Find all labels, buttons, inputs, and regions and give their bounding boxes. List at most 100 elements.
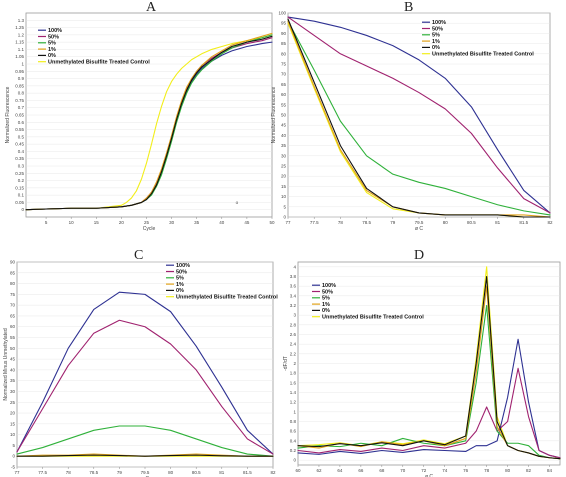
- y-tick-label: 35: [281, 143, 287, 148]
- panel-letter: A: [146, 0, 157, 15]
- x-tick-label: 79.5: [141, 470, 150, 475]
- x-tick-label: 30: [169, 220, 175, 225]
- y-tick-label: 95: [281, 21, 287, 26]
- y-tick-label: 70: [281, 72, 287, 77]
- x-tick-label: 82: [270, 470, 276, 475]
- y-tick-label: 15: [281, 184, 287, 189]
- y-tick-label: 45: [10, 357, 16, 362]
- x-tick-label: 5: [45, 220, 48, 225]
- x-tick-label: 81: [219, 470, 225, 475]
- x-tick-label: 80.5: [192, 470, 201, 475]
- y-tick-label: 0.45: [15, 142, 24, 147]
- legend-entry: 1%: [176, 282, 184, 288]
- y-axis-label: -dF/dT: [283, 356, 289, 371]
- y-tick-label: 0.7: [18, 105, 25, 110]
- y-tick-label: 0.8: [290, 419, 297, 424]
- x-tick-label: 40: [219, 220, 225, 225]
- series-line-1: [16, 291, 274, 455]
- y-tick-label: 0.75: [15, 98, 24, 103]
- y-tick-label: 60: [10, 324, 16, 329]
- y-tick-label: 0.9: [18, 76, 25, 81]
- annotation: o: [236, 200, 239, 205]
- x-tick-label: 10: [69, 220, 75, 225]
- x-tick-label: 20: [119, 220, 125, 225]
- y-tick-label: 3: [293, 313, 296, 318]
- legend-entry: 100%: [176, 263, 190, 269]
- x-tick-label: 78.5: [362, 220, 371, 225]
- series-line-1: [287, 16, 551, 214]
- x-tick-label: 80: [505, 468, 511, 473]
- y-tick-label: 1.8: [290, 371, 297, 376]
- y-tick-label: 0.2: [290, 448, 297, 453]
- y-tick-label: 2.8: [290, 322, 297, 327]
- y-tick-label: 85: [281, 41, 287, 46]
- legend-entry: 1%: [322, 302, 330, 308]
- y-tick-label: 90: [281, 31, 287, 36]
- x-tick-label: 78: [66, 470, 72, 475]
- x-tick-label: 79: [117, 470, 123, 475]
- y-tick-label: 45: [281, 123, 287, 128]
- y-tick-label: 1.05: [15, 54, 24, 59]
- y-tick-label: 80: [281, 51, 287, 56]
- legend-entry: 5%: [432, 33, 440, 39]
- x-tick-label: 70: [400, 468, 406, 473]
- x-tick-label: 78: [338, 220, 344, 225]
- y-tick-label: 1.15: [15, 40, 24, 45]
- y-tick-label: 100: [278, 11, 286, 16]
- x-tick-label: 82: [526, 468, 532, 473]
- y-tick-label: 1.25: [15, 25, 24, 30]
- y-axis-label: Normalized Minus Unmethylated: [3, 328, 9, 400]
- legend-entry: 50%: [176, 269, 187, 275]
- y-tick-label: 20: [281, 174, 287, 179]
- legend-entry: 0%: [176, 288, 184, 294]
- series-line-5: [16, 454, 274, 457]
- y-tick-label: 5: [283, 204, 286, 209]
- y-tick-label: 65: [281, 82, 287, 87]
- legend-entry: Unmethylated Bisulfite Treated Control: [48, 60, 150, 66]
- legend-entry: Unmethylated Bisulfite Treated Control: [176, 295, 278, 301]
- y-tick-label: 90: [10, 260, 16, 265]
- y-tick-label: 25: [281, 164, 287, 169]
- x-tick-label: 84: [547, 468, 553, 473]
- y-tick-label: 65: [10, 313, 16, 318]
- y-tick-label: 60: [281, 92, 287, 97]
- y-axis-label: Normalized Fluorescence: [5, 86, 11, 143]
- y-tick-label: 4: [293, 264, 296, 269]
- x-tick-label: 82: [547, 220, 553, 225]
- y-tick-label: 75: [281, 62, 287, 67]
- y-tick-label: 0.55: [15, 127, 24, 132]
- panel-a: A 0 0.05 0.1 0.15 0.2 0.25 0.3 0.35 0.4 0.45 0.5 0.5…: [5, 0, 275, 232]
- series-line-3: [16, 425, 274, 457]
- panel-letter: D: [414, 248, 424, 263]
- x-tick-label: 74: [442, 468, 448, 473]
- legend-entry: 0%: [48, 53, 56, 59]
- y-tick-label: -5: [11, 465, 15, 470]
- legend-entry: 5%: [48, 41, 56, 47]
- legend-entry: Unmethylated Bisulfite Treated Control: [322, 315, 424, 321]
- y-tick-label: 0.85: [15, 83, 24, 88]
- y-tick-label: 0.5: [18, 134, 25, 139]
- series-line-5: [25, 35, 273, 211]
- x-tick-label: 77: [14, 470, 20, 475]
- y-tick-label: 1.2: [290, 400, 297, 405]
- x-tick-label: 77: [285, 220, 291, 225]
- x-tick-label: 62: [316, 468, 322, 473]
- legend-entry: 50%: [322, 289, 333, 295]
- x-tick-label: 78.5: [89, 470, 98, 475]
- legend-entry: 0%: [322, 308, 330, 314]
- y-tick-label: 3.8: [290, 274, 297, 279]
- y-tick-label: 0: [293, 458, 296, 463]
- plot-frame: [16, 261, 274, 468]
- x-tick-label: 66: [358, 468, 364, 473]
- y-tick-label: 25: [10, 400, 16, 405]
- legend-entry: 50%: [48, 34, 59, 40]
- x-tick-label: 81.5: [519, 220, 528, 225]
- x-tick-label: 79.5: [415, 220, 424, 225]
- x-axis-label: ø C: [415, 226, 423, 232]
- x-tick-label: 81: [495, 220, 501, 225]
- panel-c: C -5 0 5 10 15 20 25 30 35 40 45 50 55 60 65 70 75 80 85 90 7…: [3, 248, 278, 477]
- y-tick-label: 0.1: [18, 193, 25, 198]
- y-tick-label: 10: [10, 432, 16, 437]
- legend-entry: 5%: [176, 276, 184, 282]
